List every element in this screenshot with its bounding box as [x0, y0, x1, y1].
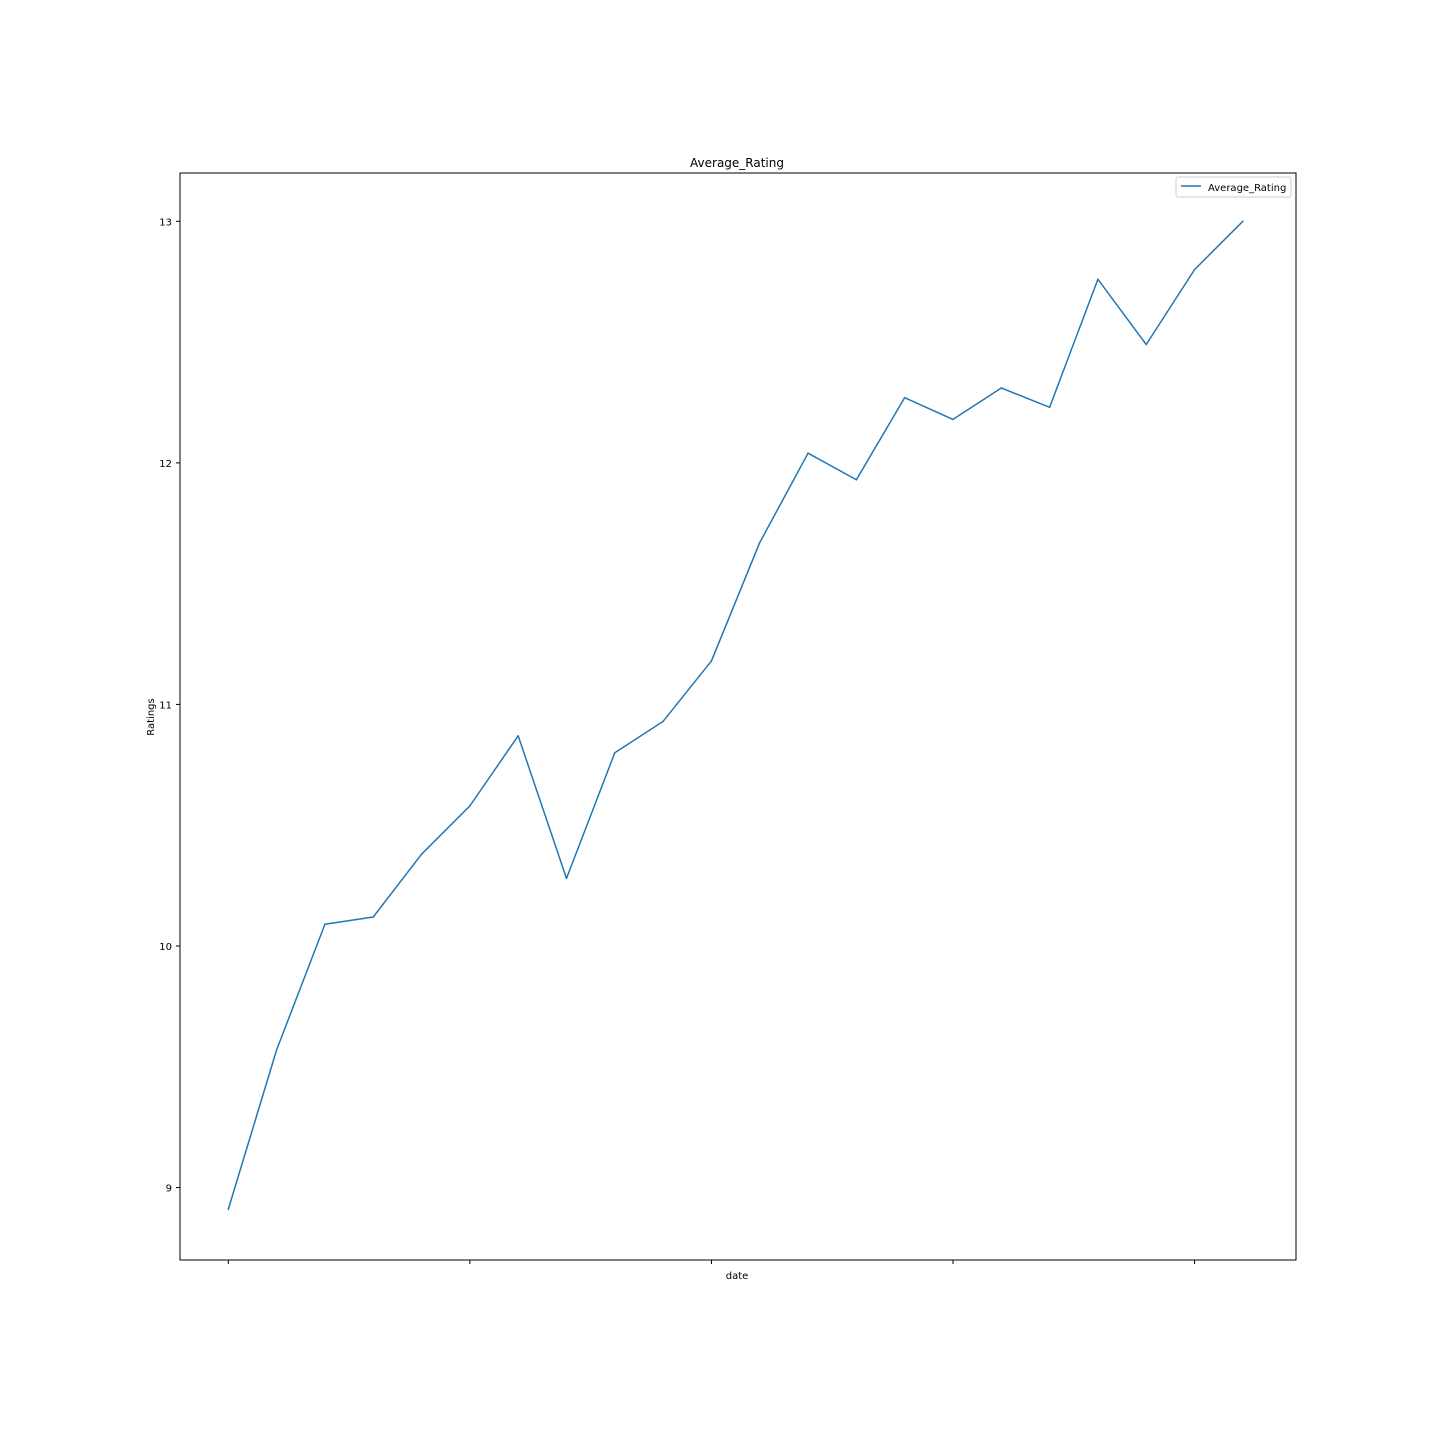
data-point — [372, 916, 375, 918]
data-point — [1000, 387, 1003, 389]
data-point — [420, 853, 423, 855]
legend-label: Average_Rating — [1208, 183, 1286, 194]
y-tick-label: 10 — [159, 942, 172, 953]
data-point — [903, 396, 906, 399]
y-tick-label: 11 — [159, 700, 172, 711]
chart-title: Average_Rating — [690, 156, 784, 170]
y-axis-label: Ratings — [146, 698, 157, 735]
y-axis: 9 10 11 12 13 — [159, 217, 180, 1195]
data-point — [710, 660, 713, 662]
data-point — [1242, 220, 1244, 223]
y-tick-label: 13 — [159, 217, 172, 228]
plot-frame — [179, 172, 1297, 1261]
data-point — [855, 478, 858, 481]
data-point — [952, 418, 954, 421]
data-point — [227, 1208, 230, 1211]
legend: Average_Rating — [1175, 176, 1292, 198]
x-axis — [227, 1260, 1196, 1264]
data-point — [1048, 406, 1051, 409]
y-tick-label: 9 — [166, 1184, 172, 1195]
y-tick-label: 12 — [159, 459, 172, 470]
data-point — [469, 805, 471, 807]
data-point — [662, 720, 664, 723]
data-point — [517, 735, 519, 737]
data-point — [324, 923, 326, 926]
data-point — [1193, 268, 1196, 271]
data-point — [758, 541, 761, 544]
data-point — [275, 1049, 278, 1051]
plot-area — [227, 220, 1244, 1211]
data-point — [1097, 278, 1099, 281]
data-point — [565, 877, 568, 880]
legend-box — [1175, 176, 1292, 198]
data-point — [1145, 343, 1148, 346]
x-axis-label: date — [726, 1271, 749, 1282]
data-point — [807, 452, 809, 455]
data-point — [614, 751, 616, 754]
series-line — [227, 220, 1244, 1210]
